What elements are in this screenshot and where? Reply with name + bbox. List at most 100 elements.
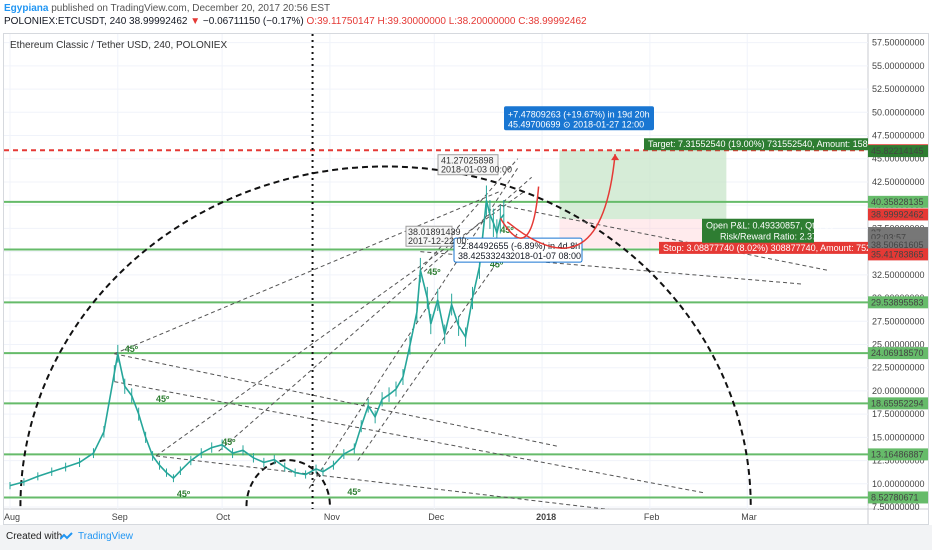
tradingview-logo-icon [60,532,73,540]
price-scale-label: 38.50661605 [871,240,924,250]
projection-arrow-up [506,154,616,249]
support-level-label: 18.65952294 [871,398,924,408]
support-level-label: 8.52780671 [871,492,919,502]
publish-line: Egypiana published on TradingView.com, D… [4,3,330,14]
x-tick-label: Nov [324,512,341,522]
angle-label: 45º [177,489,191,499]
x-tick-label: 2018 [536,512,556,522]
down-projection-date: 2018-01-07 08:00 [510,251,581,261]
y-tick-label: 10.00000000 [872,479,925,489]
projection-arrow-down [499,186,540,239]
low-date: 2017-12-22 00: [408,236,469,246]
price-scale-tag [868,145,928,158]
rr-label: Risk/Reward Ratio: 2.37 [720,232,817,242]
x-tick-label: Sep [112,512,128,522]
y-tick-label: 12.50000000 [872,456,925,466]
price-scale-tag [868,239,928,252]
support-level-tag [868,347,928,360]
x-tick-label: Feb [644,512,660,522]
footer: Created with TradingView [0,525,932,550]
y-tick-label: 27.50000000 [872,316,925,326]
target-zone [559,150,727,220]
y-tick-label: 17.50000000 [872,409,925,419]
support-level-tag [868,296,928,309]
price-scale-label: 02:03:57 [871,233,906,243]
created-with-text: Created with [6,531,63,542]
pnl-box [702,218,814,243]
y-tick-label: 32.50000000 [872,270,925,280]
down-projection-price: 38.42533243 [458,251,511,261]
y-tick-label: 55.00000000 [872,61,925,71]
channel-line [357,232,519,461]
channel-line [114,353,560,448]
symbol-label: POLONIEX:ETCUSDT, 240 [4,16,127,27]
x-tick-label: Dec [428,512,445,522]
angle-label: 45º [427,267,441,277]
arrow-head-icon [611,154,620,161]
price-change: −0.06711150 (−0.17%) [202,16,304,27]
angle-label: 45º [222,437,236,447]
y-tick-label: 47.50000000 [872,131,925,141]
symbol-line: POLONIEX:ETCUSDT, 240 38.99992462 ▼ −0.0… [4,16,587,27]
y-tick-label: 50.00000000 [872,107,925,117]
gann-arc-large [19,165,752,507]
y-tick-label: 22.50000000 [872,363,925,373]
tradingview-brand[interactable]: TradingView [78,531,134,542]
chart-title: Ethereum Classic / Tether USD, 240, POLO… [10,40,227,51]
channel-line [419,158,519,271]
chart-header: Egypiana published on TradingView.com, D… [0,0,932,30]
price-axis-panel [868,34,928,524]
stop-label-box [659,241,868,254]
price-scale-label: 38.99992462 [871,209,924,219]
up-projection-box [504,106,654,131]
angle-label: 45º [500,225,514,235]
chart-area[interactable]: 45º 45º 45º 45º 45º 45º 45º 45º Target: 7.315525… [3,33,929,525]
channel-line [155,455,609,509]
channel-line [114,190,501,355]
channel-line [218,176,532,452]
gann-arc-small [245,459,331,507]
support-level-label: 29.53895583 [871,297,924,307]
y-tick-label: 15.00000000 [872,432,925,442]
y-tick-label: 45.00000000 [872,154,925,164]
target-label-box [644,138,868,151]
channel-line [155,190,525,457]
y-tick-label: 7.50000000 [872,502,920,512]
price-scale-label: 35.41783865 [871,249,924,259]
down-projection-title: -2.84492655 (-6.89%) in 4d 8h [458,241,580,251]
peak-price: 41.27025898 [441,156,494,166]
target-label: Target: 7.31552540 (19.00%) 731552540, A… [648,139,873,149]
price-chart[interactable]: 45º 45º 45º 45º 45º 45º 45º 45º Target: 7.315525… [4,34,928,524]
support-level-label: 13.16486887 [871,449,924,459]
support-level-tag [868,195,928,208]
support-level-tag [868,397,928,410]
y-tick-label: 57.50000000 [872,38,925,48]
y-tick-label: 52.50000000 [872,84,925,94]
stop-label: Stop: 3.08877740 (8.02%) 308877740, Amou… [663,243,879,253]
angle-label: 45º [156,394,170,404]
support-level-tag [868,448,928,461]
price-scale-tag [868,208,928,221]
low-info-box [405,225,453,247]
author-link[interactable]: Egypiana [4,3,49,14]
x-tick-label: Oct [216,512,231,522]
price-scale-label: 45.82214145 [871,146,924,156]
x-tick-label: Mar [741,512,757,522]
angle-label: 45º [347,487,361,497]
support-level-label: 40.35828135 [871,197,924,207]
y-tick-label: 25.00000000 [872,339,925,349]
ohlc-values: O:39.11750147 H:39.30000000 L:38.2000000… [306,16,587,27]
channel-line [114,381,706,494]
peak-info-box [437,154,499,176]
support-level-tag [868,491,928,504]
y-tick-label: 42.50000000 [872,177,925,187]
publish-info: published on TradingView.com, December 2… [48,3,331,14]
pnl-label: Open P&L: 0.49330857, Qty: 80 [706,221,834,231]
peak-date: 2018-01-03 00:00 [441,165,512,175]
low-price: 38.01891439 [408,227,461,237]
y-tick-label: 20.00000000 [872,386,925,396]
up-projection-sub: 45.49700699 ⊙ 2018-01-27 12:00 [508,119,644,129]
angle-label: 45º [125,344,139,354]
last-price: 38.99992462 [129,16,188,27]
down-arrow-icon: ▼ [190,16,201,27]
